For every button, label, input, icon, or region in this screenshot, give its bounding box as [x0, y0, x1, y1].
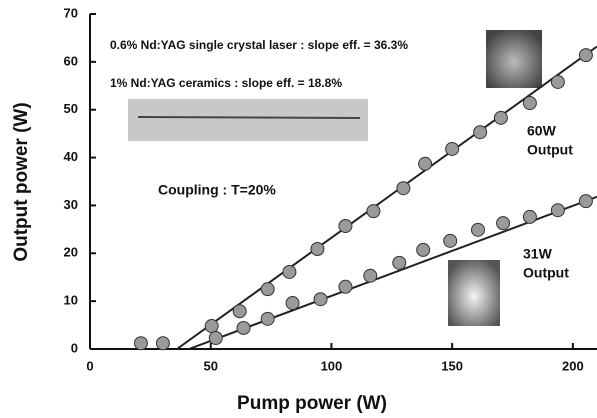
data-point [236, 320, 251, 335]
x-axis-label: Pump power (W) [237, 393, 387, 414]
data-point [260, 282, 275, 297]
data-point [522, 209, 537, 224]
y-tick-label: 10 [64, 293, 78, 308]
data-point [578, 194, 593, 209]
annotation: Output [523, 265, 569, 281]
x-tick-label: 150 [441, 358, 463, 373]
data-point [204, 319, 219, 334]
y-tick-label: 50 [64, 101, 78, 116]
data-point [313, 292, 328, 307]
data-point [416, 242, 431, 257]
data-point [285, 296, 300, 311]
x-tick-label: 0 [86, 358, 93, 373]
data-point [366, 204, 381, 219]
fit-line [176, 45, 597, 349]
photo-rod [137, 116, 361, 119]
data-point [470, 222, 485, 237]
beam-photo [448, 260, 500, 326]
annotation: 0.6% Nd:YAG single crystal laser : slope… [110, 38, 408, 52]
data-point [338, 279, 353, 294]
data-point [260, 311, 275, 326]
data-point [493, 110, 508, 125]
x-tick-label: 50 [203, 358, 217, 373]
y-tick-label: 70 [64, 5, 78, 20]
data-point [338, 219, 353, 234]
x-tick-label: 200 [562, 358, 584, 373]
annotation: Output [527, 142, 573, 158]
data-point [208, 330, 223, 345]
annotation: Coupling : T=20% [158, 182, 276, 198]
data-point [363, 268, 378, 283]
data-point [396, 181, 411, 196]
annotation: 1% Nd:YAG ceramics : slope eff. = 18.8% [110, 76, 342, 90]
y-axis-label: Output power (W) [11, 102, 32, 261]
data-point [232, 304, 247, 319]
data-point [445, 141, 460, 156]
ceramic-photo [128, 99, 368, 141]
x-tick-label: 100 [321, 358, 343, 373]
data-point [522, 96, 537, 111]
data-point [418, 156, 433, 171]
y-tick-label: 0 [71, 340, 78, 355]
data-point [392, 255, 407, 270]
annotation: 31W [523, 246, 553, 262]
data-point [443, 233, 458, 248]
beam-photo [486, 30, 542, 88]
data-point [310, 241, 325, 256]
data-point [578, 48, 593, 63]
annotation: 60W [527, 123, 557, 139]
data-point [155, 336, 170, 351]
data-point [550, 203, 565, 218]
y-tick-label: 20 [64, 245, 78, 260]
data-point [496, 216, 511, 231]
data-point [473, 125, 488, 140]
y-tick-label: 30 [64, 197, 78, 212]
data-point [282, 264, 297, 279]
data-point [133, 336, 148, 351]
data-point [550, 74, 565, 89]
y-tick-label: 40 [64, 149, 78, 164]
y-tick-label: 60 [64, 53, 78, 68]
